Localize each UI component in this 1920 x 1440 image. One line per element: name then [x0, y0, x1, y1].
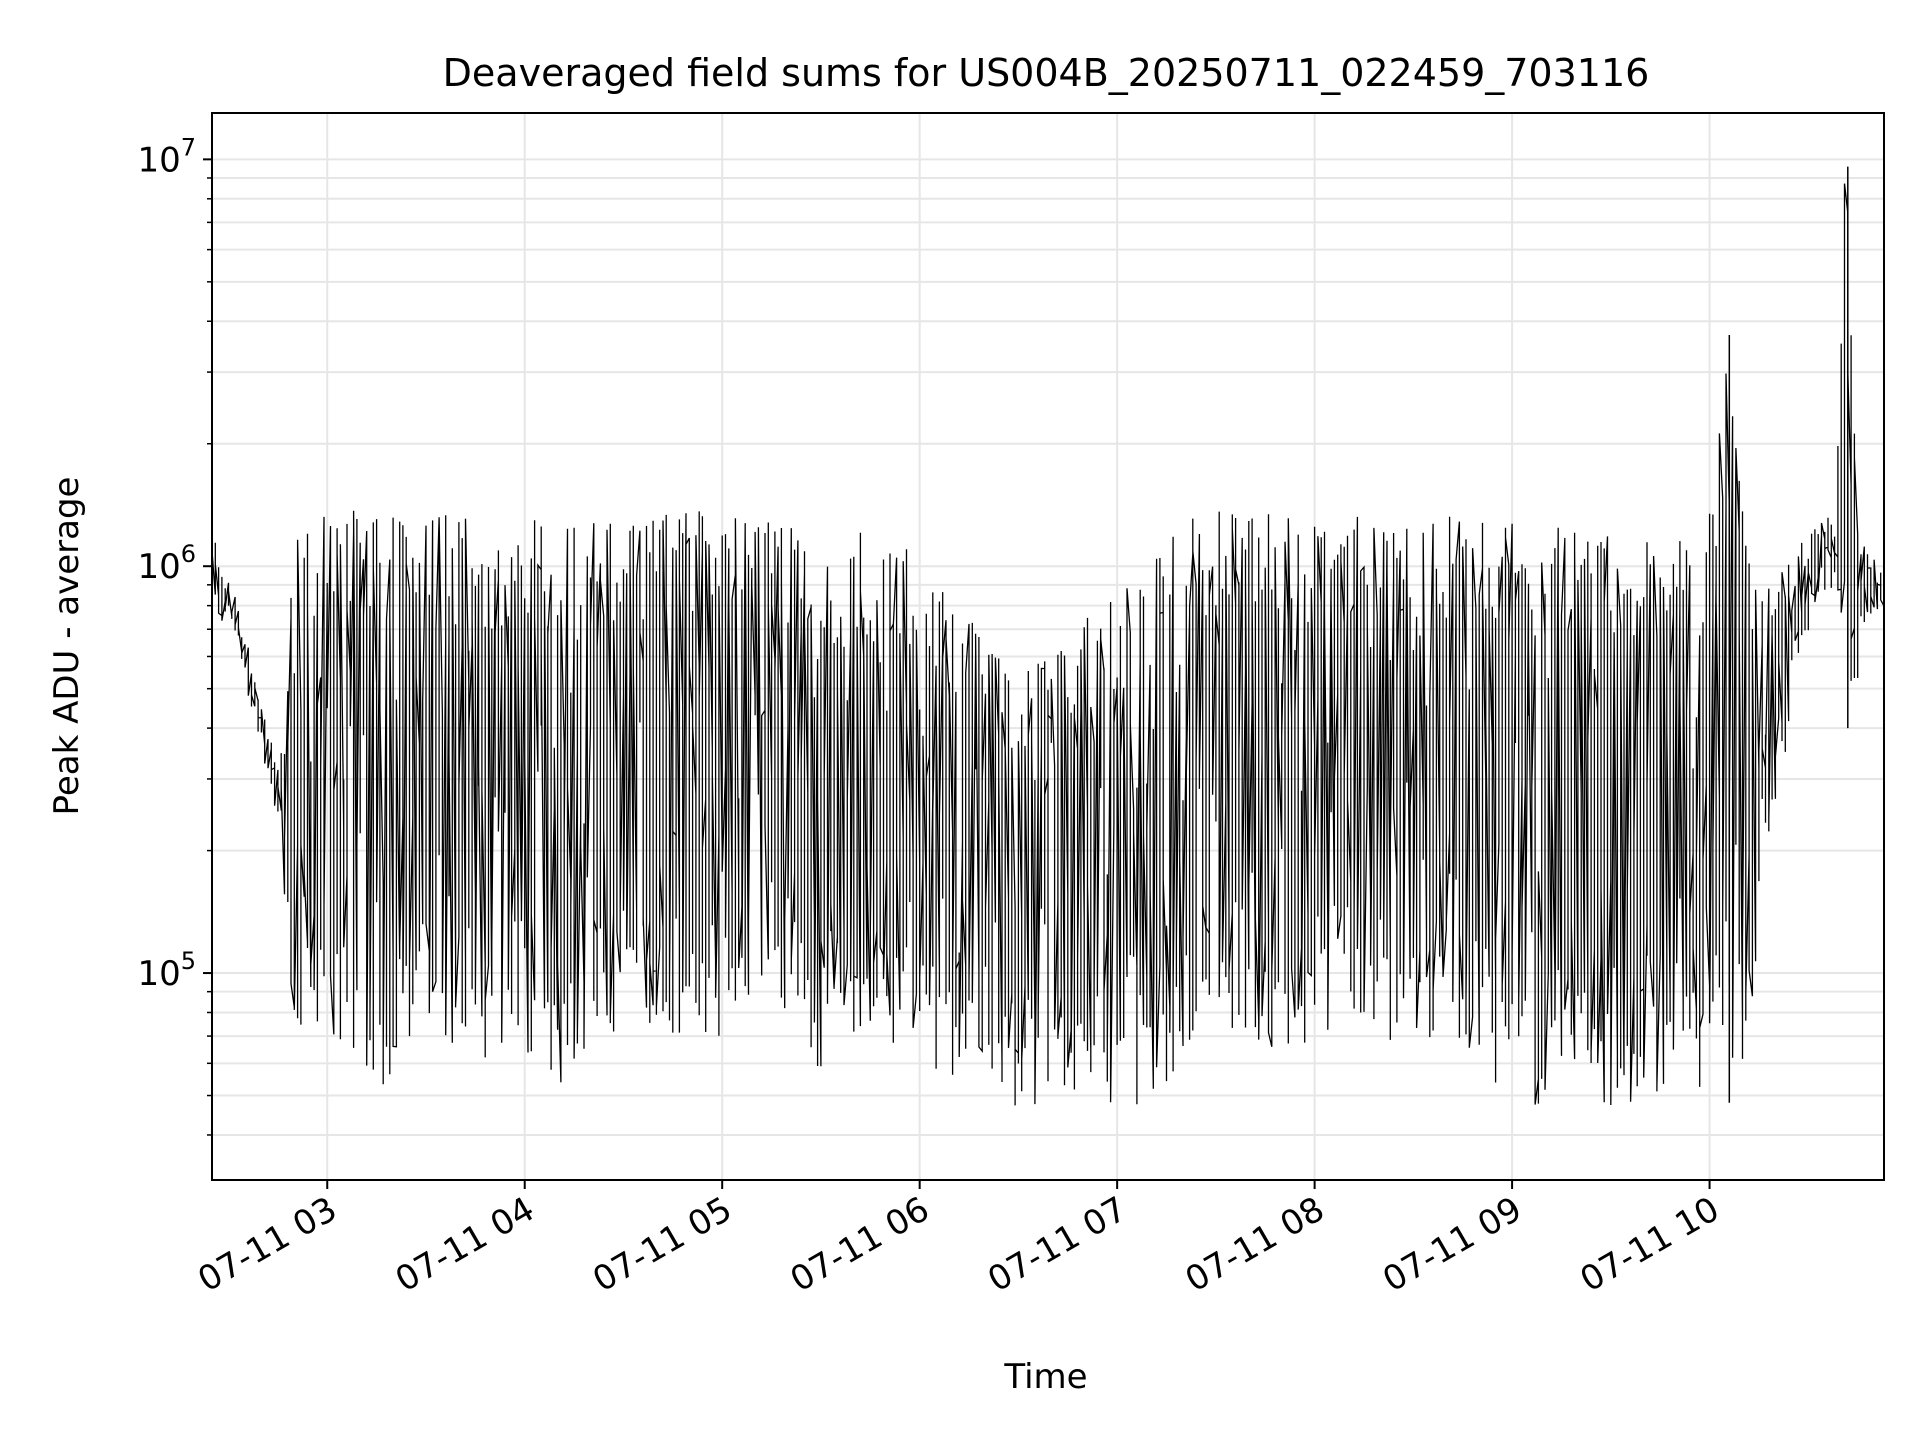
- y-tick-label: 107: [137, 133, 196, 180]
- y-axis-label: Peak ADU - average: [47, 477, 87, 816]
- y-tick-base: 10: [137, 954, 180, 994]
- y-tick-exponent: 5: [181, 947, 196, 975]
- data-series-line: [211, 183, 1885, 1106]
- y-tick-exponent: 6: [181, 540, 196, 568]
- y-tick-exponent: 7: [181, 133, 196, 161]
- y-tick-base: 10: [137, 140, 180, 180]
- chart-title: Deaveraged field sums for US004B_2025071…: [443, 51, 1650, 95]
- y-tick-label: 106: [137, 540, 196, 587]
- plot-frame: [211, 112, 1885, 1181]
- grid: [212, 113, 1884, 1180]
- x-axis-label: Time: [1003, 1357, 1087, 1397]
- y-tick-label: 105: [137, 947, 196, 994]
- y-tick-base: 10: [137, 547, 180, 587]
- data-line: [211, 166, 1885, 1106]
